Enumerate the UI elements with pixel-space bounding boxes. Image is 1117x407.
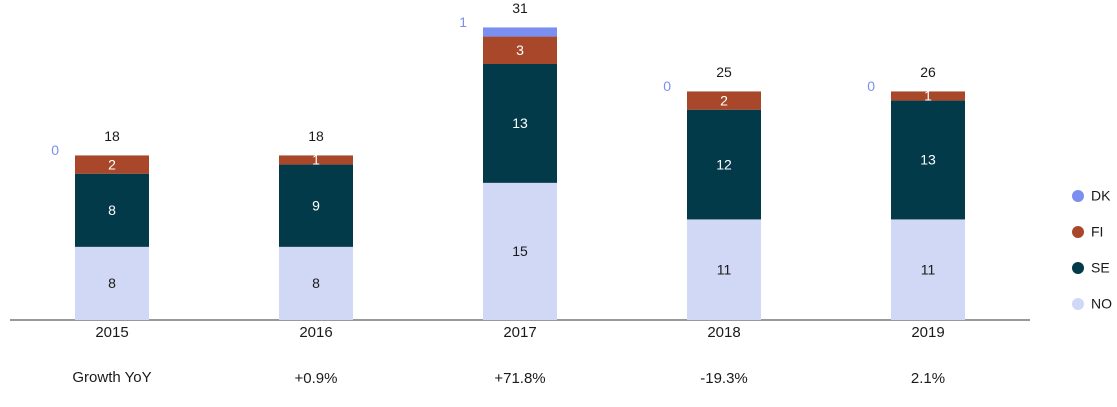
- bar-segment: [891, 100, 965, 220]
- legend-label: DK: [1091, 188, 1111, 204]
- bar-segment: [687, 109, 761, 220]
- data-label: 11: [921, 261, 936, 277]
- x-tick-label: 2017: [503, 324, 536, 341]
- total-label: 18: [308, 128, 324, 144]
- legend-swatch: [1072, 262, 1084, 274]
- total-label: 18: [104, 128, 120, 144]
- bar-segment: [75, 173, 149, 247]
- legend-swatch: [1072, 190, 1084, 202]
- growth-value: +71.8%: [494, 370, 545, 387]
- x-tick-label: 2016: [299, 324, 332, 341]
- legend-swatch: [1072, 226, 1084, 238]
- data-label: 2: [720, 92, 728, 108]
- total-label: 25: [716, 64, 732, 80]
- bar-segment: [483, 64, 557, 183]
- data-label: 0: [51, 142, 59, 158]
- data-label: 12: [716, 156, 732, 172]
- data-label: 0: [663, 78, 671, 94]
- bar-segment: [891, 91, 965, 101]
- x-tick-label: 2019: [911, 324, 944, 341]
- legend-label: FI: [1091, 224, 1103, 240]
- bar-segment: [483, 36, 557, 64]
- bar-segment: [687, 91, 761, 110]
- x-tick-label: 2018: [707, 324, 740, 341]
- bar-segment: [483, 27, 557, 37]
- data-label: 1: [459, 14, 467, 30]
- bar-segment: [483, 182, 557, 320]
- x-tick-label: 2015: [95, 324, 128, 341]
- data-label: 8: [312, 275, 320, 291]
- data-label: 0: [867, 78, 875, 94]
- data-label: 15: [512, 243, 528, 259]
- data-label: 2: [108, 156, 116, 172]
- legend-swatch: [1072, 298, 1084, 310]
- bar-segment: [891, 219, 965, 320]
- total-label: 31: [512, 0, 528, 16]
- legend-label: SE: [1091, 260, 1110, 276]
- data-label: 13: [920, 152, 936, 168]
- data-label: 8: [108, 275, 116, 291]
- data-label: 1: [924, 88, 932, 104]
- data-label: 11: [717, 261, 732, 277]
- bar-segment: [687, 219, 761, 320]
- data-label: 13: [512, 115, 528, 131]
- growth-label: Growth YoY: [72, 369, 152, 386]
- growth-value: -19.3%: [700, 370, 748, 387]
- data-label: 8: [108, 202, 116, 218]
- bar-segment: [279, 155, 353, 165]
- bar-segment: [75, 246, 149, 320]
- data-label: 1: [312, 152, 320, 168]
- growth-value: 2.1%: [911, 370, 945, 387]
- total-label: 26: [920, 64, 936, 80]
- growth-value: +0.9%: [295, 370, 338, 387]
- bar-segment: [279, 164, 353, 247]
- bar-segment: [75, 155, 149, 174]
- data-label: 3: [516, 42, 524, 58]
- legend-label: NO: [1091, 296, 1112, 312]
- data-label: 9: [312, 197, 320, 213]
- bar-segment: [279, 246, 353, 320]
